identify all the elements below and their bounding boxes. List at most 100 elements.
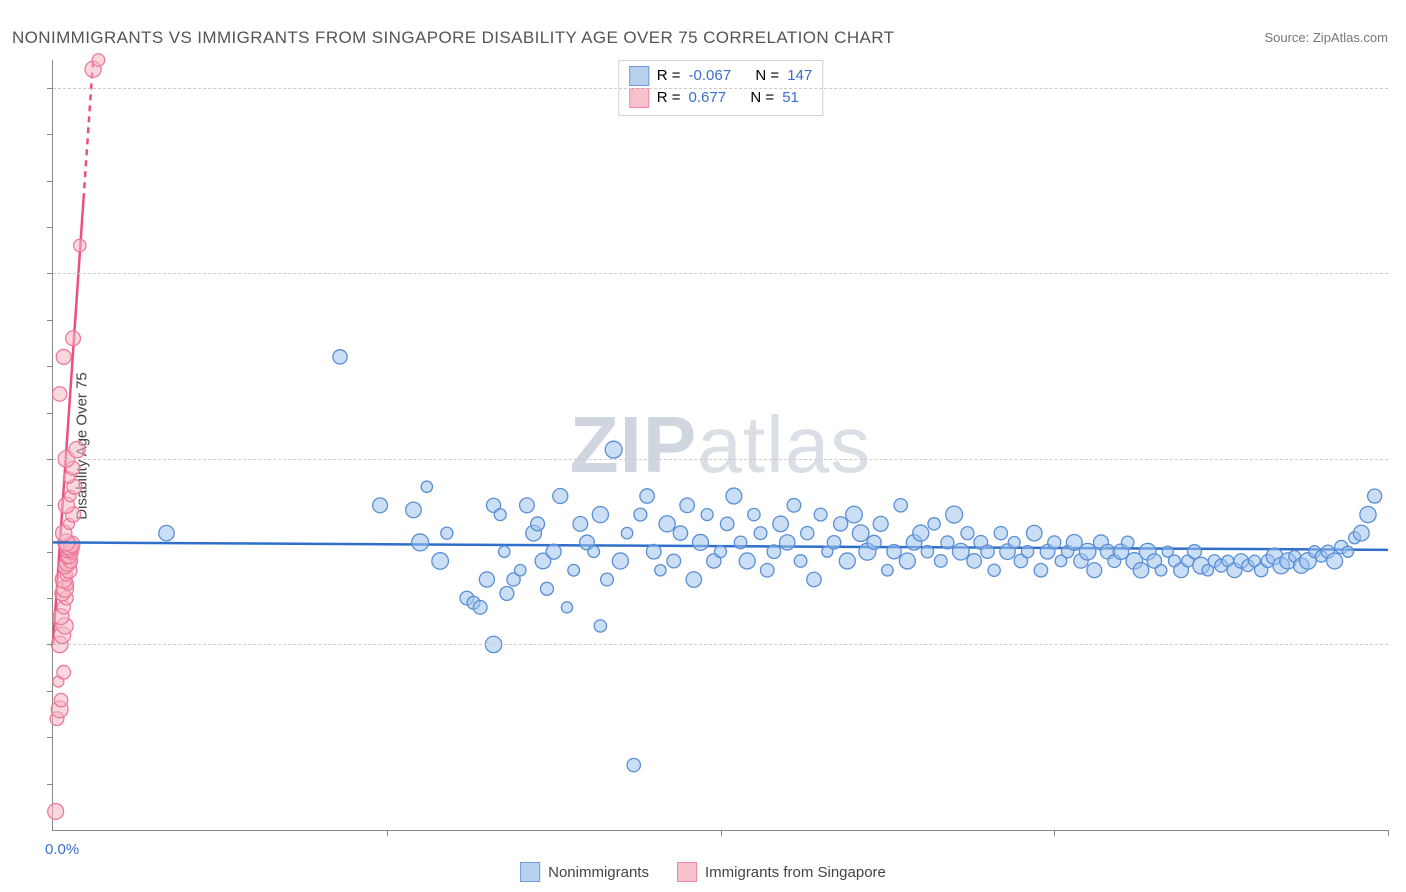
data-point <box>494 509 506 521</box>
data-point <box>1342 546 1353 557</box>
data-point <box>946 506 963 523</box>
data-point <box>500 586 514 600</box>
data-point <box>627 758 640 771</box>
ytick-mark <box>47 598 53 599</box>
data-point <box>515 565 526 576</box>
grid-h <box>53 88 1388 89</box>
ytick-mark <box>47 134 53 135</box>
data-point <box>640 489 654 503</box>
data-point <box>498 546 509 557</box>
data-point <box>834 517 848 531</box>
data-point <box>934 555 947 568</box>
data-point <box>159 525 174 540</box>
ytick-mark <box>47 691 53 692</box>
data-point <box>787 498 801 512</box>
data-point <box>432 553 449 570</box>
data-point <box>540 582 553 595</box>
data-point <box>701 509 713 521</box>
data-point <box>553 489 568 504</box>
legend-label-2: Immigrants from Singapore <box>705 864 886 881</box>
ytick-mark <box>47 181 53 182</box>
data-point <box>54 693 67 706</box>
data-point <box>634 508 647 521</box>
data-point <box>981 545 994 558</box>
data-point <box>852 525 869 542</box>
data-point <box>1121 536 1134 549</box>
legend-item-1: Nonimmigrants <box>520 862 649 882</box>
data-point <box>92 54 105 67</box>
chart-svg <box>53 60 1388 830</box>
data-point <box>720 517 733 530</box>
data-point <box>69 441 85 457</box>
ytick-mark <box>47 413 53 414</box>
data-point <box>928 518 940 530</box>
grid-h <box>53 644 1388 645</box>
data-point <box>794 555 807 568</box>
xtick-mark <box>387 830 388 836</box>
data-point <box>899 553 915 569</box>
data-point <box>941 536 954 549</box>
data-point <box>592 506 608 522</box>
data-point <box>773 516 789 532</box>
data-point <box>612 553 628 569</box>
data-point <box>994 526 1007 539</box>
data-point <box>48 803 64 819</box>
data-point <box>1048 536 1061 549</box>
legend-label-1: Nonimmigrants <box>548 864 649 881</box>
data-point <box>621 527 632 538</box>
data-point <box>739 553 755 569</box>
data-point <box>659 516 675 532</box>
xtick-mark <box>1054 830 1055 836</box>
data-point <box>827 536 841 550</box>
data-point <box>1133 562 1148 577</box>
x-axis-0: 0.0% <box>45 841 79 858</box>
chart-container: NONIMMIGRANTS VS IMMIGRANTS FROM SINGAPO… <box>0 0 1406 892</box>
data-point <box>873 516 888 531</box>
data-point <box>767 545 781 559</box>
data-point <box>1026 525 1042 541</box>
data-point <box>546 544 561 559</box>
data-point <box>667 554 681 568</box>
data-point <box>56 349 71 364</box>
data-point <box>693 534 709 550</box>
source-prefix: Source: <box>1264 30 1312 45</box>
ytick-mark <box>47 552 53 553</box>
data-point <box>412 534 429 551</box>
grid-h <box>53 459 1388 460</box>
data-point <box>780 535 795 550</box>
data-point <box>1353 525 1369 541</box>
data-point <box>568 564 580 576</box>
ytick-mark <box>47 644 53 645</box>
data-point <box>66 331 81 346</box>
data-point <box>373 498 388 513</box>
data-point <box>846 506 863 523</box>
data-point <box>561 602 572 613</box>
data-point <box>421 481 432 492</box>
data-point <box>1087 563 1102 578</box>
data-point <box>814 508 827 521</box>
data-point <box>1034 563 1047 576</box>
ytick-mark <box>47 505 53 506</box>
data-point <box>894 499 907 512</box>
data-point <box>726 488 742 504</box>
legend-swatch-2 <box>677 862 697 882</box>
data-point <box>734 536 747 549</box>
ytick-mark <box>47 784 53 785</box>
data-point <box>57 665 71 679</box>
ytick-mark <box>47 459 53 460</box>
data-point <box>520 498 535 513</box>
data-point <box>1021 546 1033 558</box>
ytick-mark <box>47 227 53 228</box>
grid-h <box>53 273 1388 274</box>
data-point <box>473 601 487 615</box>
ytick-mark <box>47 273 53 274</box>
data-point <box>961 527 974 540</box>
legend-item-2: Immigrants from Singapore <box>677 862 886 882</box>
data-point <box>1360 506 1376 522</box>
data-point <box>887 545 901 559</box>
data-point <box>952 543 969 560</box>
legend-swatch-1 <box>520 862 540 882</box>
data-point <box>441 527 453 539</box>
ytick-mark <box>47 737 53 738</box>
data-point <box>406 502 422 518</box>
